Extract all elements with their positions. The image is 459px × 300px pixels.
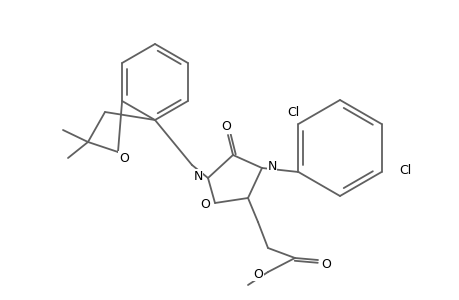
Text: O: O xyxy=(221,121,230,134)
Text: O: O xyxy=(200,199,209,212)
Text: Cl: Cl xyxy=(399,164,411,176)
Text: N: N xyxy=(193,169,202,182)
Text: O: O xyxy=(252,268,263,281)
Text: O: O xyxy=(320,257,330,271)
Text: N: N xyxy=(267,160,276,172)
Text: Cl: Cl xyxy=(287,106,299,118)
Text: O: O xyxy=(119,152,129,164)
